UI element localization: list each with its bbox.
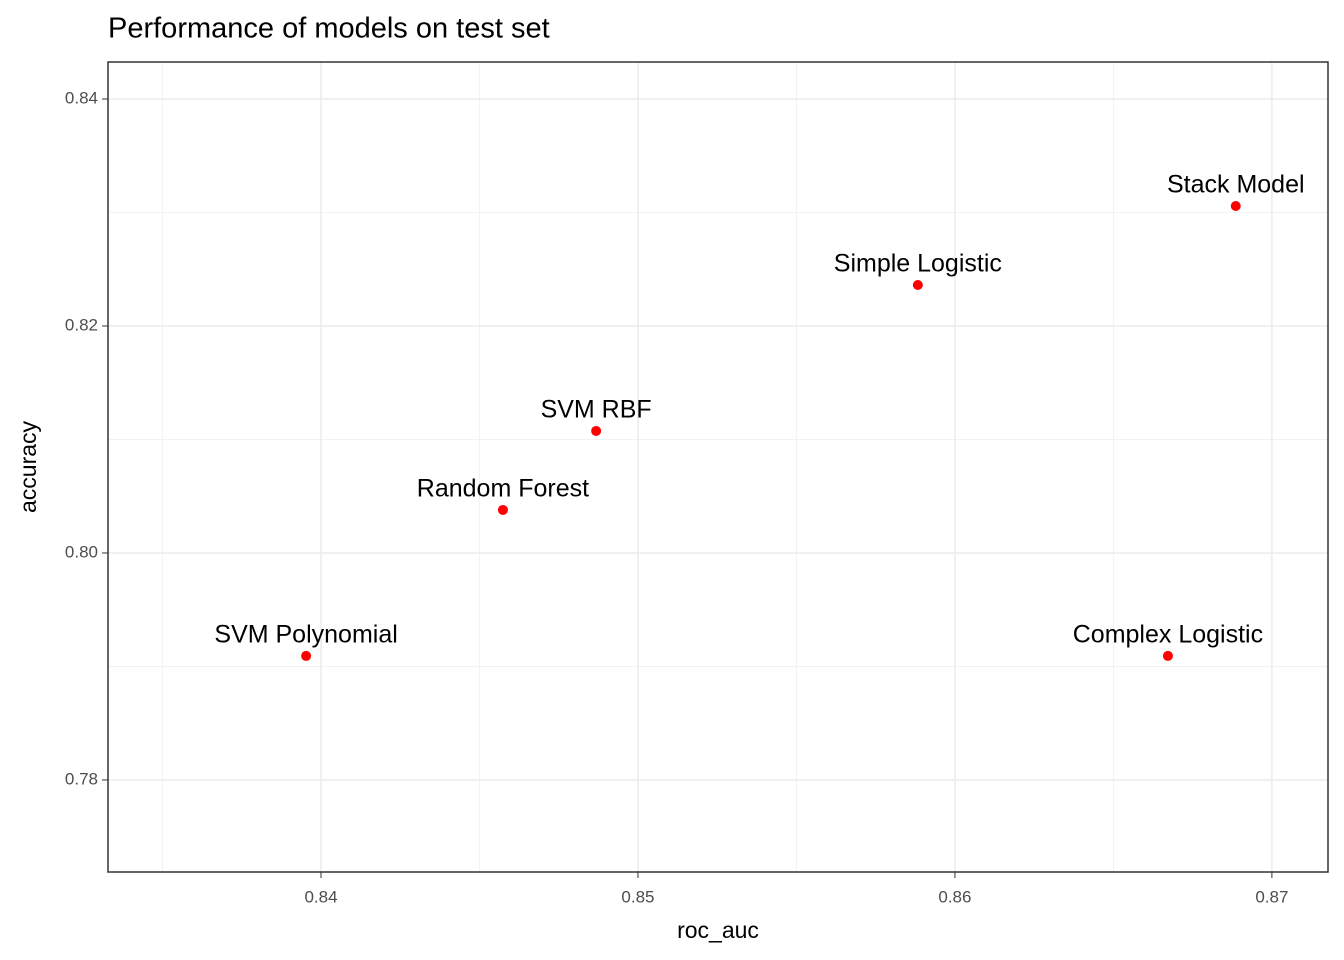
- chart-title: Performance of models on test set: [108, 13, 550, 45]
- plot-border: [107, 61, 1329, 873]
- x-tick-label: 0.84: [304, 887, 337, 906]
- point: [912, 280, 923, 291]
- x-tick-label: 0.87: [1255, 887, 1288, 906]
- point: [497, 504, 508, 515]
- y-axis-title: accuracy: [15, 420, 41, 513]
- point: [1162, 650, 1173, 661]
- point: [1230, 201, 1241, 212]
- x-axis-title: roc_auc: [677, 917, 759, 943]
- point-label: Complex Logistic: [1073, 621, 1263, 649]
- y-tick-label: 0.84: [65, 88, 98, 107]
- x-tick-label: 0.86: [938, 887, 971, 906]
- point-label: Random Forest: [417, 475, 589, 503]
- point-label: SVM Polynomial: [214, 621, 397, 649]
- x-tick-label: 0.85: [621, 887, 654, 906]
- y-tick-label: 0.82: [65, 315, 98, 334]
- point-label: SVM RBF: [541, 396, 652, 424]
- point: [591, 425, 602, 436]
- point-label: Simple Logistic: [834, 250, 1002, 278]
- y-tick-label: 0.78: [65, 769, 98, 788]
- y-tick-label: 0.80: [65, 542, 98, 561]
- point: [301, 650, 312, 661]
- point-label: Stack Model: [1167, 171, 1305, 199]
